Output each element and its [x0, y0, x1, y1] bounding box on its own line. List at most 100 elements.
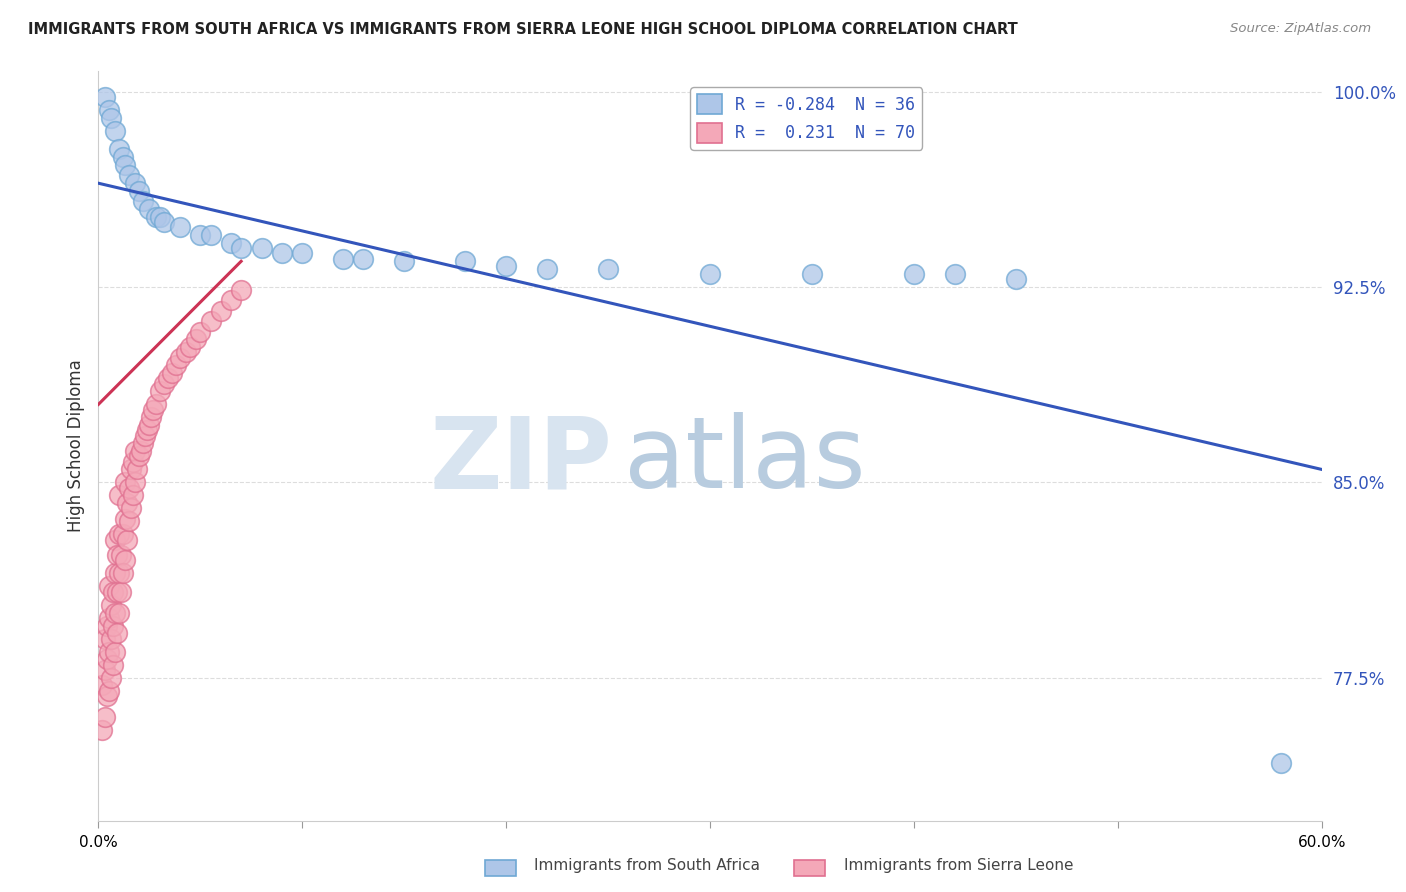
Point — [124, 444, 146, 458]
Point — [96, 618, 118, 632]
Point — [136, 423, 159, 437]
Point — [188, 228, 212, 243]
Point — [495, 260, 517, 274]
Point — [699, 267, 721, 281]
Point — [231, 283, 253, 297]
Point — [128, 450, 150, 464]
Point — [111, 527, 134, 541]
Point — [142, 402, 165, 417]
Point — [111, 150, 134, 164]
Point — [118, 169, 141, 183]
Point — [124, 475, 146, 490]
Text: IMMIGRANTS FROM SOUTH AFRICA VS IMMIGRANTS FROM SIERRA LEONE HIGH SCHOOL DIPLOMA: IMMIGRANTS FROM SOUTH AFRICA VS IMMIGRAN… — [28, 22, 1018, 37]
Point — [104, 566, 127, 581]
Point — [97, 683, 120, 698]
Point — [134, 428, 156, 442]
Point — [169, 220, 191, 235]
Point — [104, 533, 127, 547]
Point — [124, 176, 146, 190]
Point — [104, 606, 127, 620]
Point — [801, 267, 824, 281]
Point — [129, 444, 152, 458]
Y-axis label: High School Diploma: High School Diploma — [66, 359, 84, 533]
Point — [104, 644, 127, 658]
Point — [91, 723, 114, 737]
Point — [91, 678, 114, 692]
Point — [97, 579, 120, 593]
Text: Immigrants from South Africa: Immigrants from South Africa — [534, 858, 761, 872]
Point — [186, 332, 208, 346]
Point — [105, 626, 128, 640]
Point — [160, 366, 183, 380]
Point — [188, 325, 212, 339]
Point — [104, 124, 127, 138]
Point — [149, 384, 172, 399]
Point — [943, 267, 966, 281]
Point — [1004, 272, 1026, 286]
Point — [152, 376, 174, 391]
Point — [101, 584, 124, 599]
Point — [110, 548, 132, 563]
Point — [332, 252, 354, 266]
Point — [108, 142, 131, 156]
Point — [120, 462, 142, 476]
Point — [209, 303, 232, 318]
Point — [101, 657, 124, 672]
Point — [110, 584, 132, 599]
Point — [454, 254, 477, 268]
Point — [200, 228, 222, 243]
Point — [108, 527, 131, 541]
Point — [93, 90, 115, 104]
Point — [145, 397, 167, 411]
Point — [111, 566, 134, 581]
Point — [536, 262, 558, 277]
Point — [105, 584, 128, 599]
Point — [100, 671, 122, 685]
Point — [105, 548, 128, 563]
Point — [152, 215, 174, 229]
Point — [114, 158, 136, 172]
Point — [392, 254, 416, 268]
Point — [165, 359, 187, 373]
Point — [122, 488, 145, 502]
Point — [138, 202, 160, 217]
Point — [96, 689, 118, 703]
Point — [100, 598, 122, 612]
Point — [231, 241, 253, 255]
Point — [598, 262, 620, 277]
Point — [132, 436, 155, 450]
Point — [118, 481, 141, 495]
Point — [108, 488, 131, 502]
Point — [127, 462, 149, 476]
Point — [219, 293, 242, 308]
Point — [97, 103, 120, 118]
Point — [169, 351, 191, 365]
Point — [138, 418, 160, 433]
Point — [97, 644, 120, 658]
Text: ZIP: ZIP — [429, 412, 612, 509]
Point — [352, 252, 374, 266]
Point — [156, 371, 179, 385]
Point — [101, 618, 124, 632]
Text: Immigrants from Sierra Leone: Immigrants from Sierra Leone — [844, 858, 1073, 872]
Point — [174, 345, 197, 359]
Point — [149, 210, 172, 224]
Point — [270, 246, 294, 260]
Point — [115, 496, 138, 510]
Point — [93, 709, 115, 723]
Point — [1270, 756, 1292, 771]
Point — [115, 533, 138, 547]
Point — [97, 610, 120, 624]
Point — [179, 340, 201, 354]
Legend: R = -0.284  N = 36, R =  0.231  N = 70: R = -0.284 N = 36, R = 0.231 N = 70 — [690, 87, 922, 150]
Point — [100, 632, 122, 646]
Point — [903, 267, 925, 281]
Point — [118, 515, 141, 529]
Point — [108, 566, 131, 581]
Text: atlas: atlas — [624, 412, 866, 509]
Point — [120, 501, 142, 516]
Point — [132, 194, 155, 209]
Point — [93, 663, 115, 677]
Point — [145, 210, 167, 224]
Point — [128, 184, 150, 198]
